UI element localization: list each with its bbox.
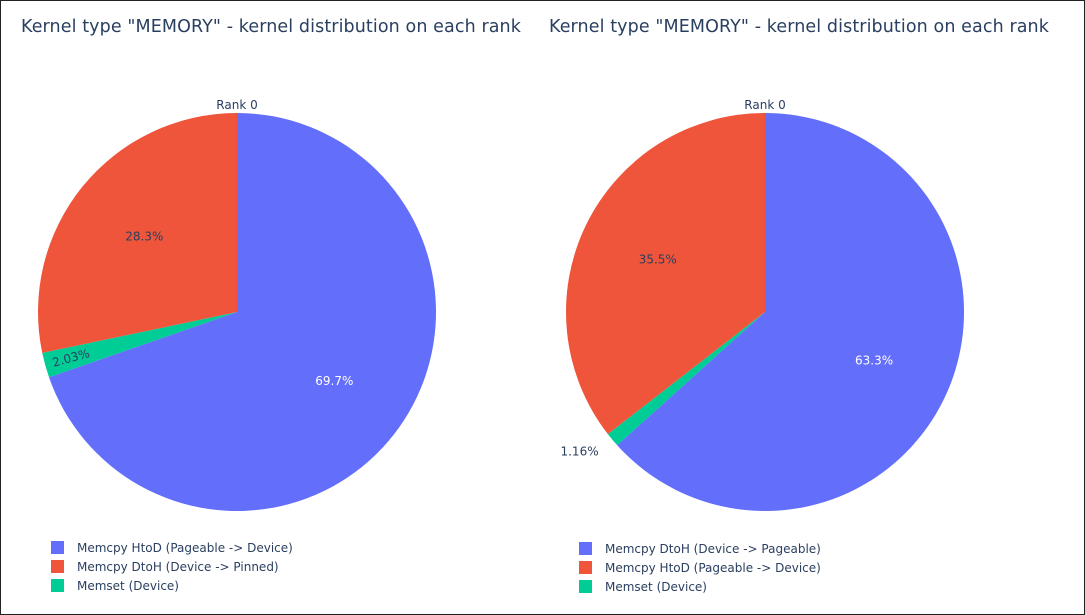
slice-percent-label: 69.7% bbox=[315, 374, 353, 388]
slice-percent-label: 28.3% bbox=[125, 230, 163, 244]
pie-slice[interactable] bbox=[49, 113, 437, 511]
legend-label: Memset (Device) bbox=[605, 579, 707, 594]
legend: Memcpy HtoD (Pageable -> Device) Memcpy … bbox=[51, 538, 293, 595]
legend-swatch bbox=[579, 580, 592, 593]
slice-percent-label: 35.5% bbox=[639, 253, 677, 267]
pie-slice[interactable] bbox=[42, 312, 237, 378]
pie-slice[interactable] bbox=[607, 312, 765, 446]
chart-title: Kernel type "MEMORY" - kernel distributi… bbox=[20, 17, 521, 37]
legend-label: Memcpy HtoD (Pageable -> Device) bbox=[77, 540, 293, 555]
legend-label: Memset (Device) bbox=[77, 578, 179, 593]
legend-swatch bbox=[51, 541, 64, 554]
chart-panel-left: Kernel type "MEMORY" - kernel distributi… bbox=[1, 1, 541, 614]
legend-item[interactable]: Memset (Device) bbox=[51, 576, 293, 595]
legend-item[interactable]: Memcpy HtoD (Pageable -> Device) bbox=[579, 558, 821, 577]
pie-chart-rank-0-left: 69.7%2.03%28.3%Rank 0 bbox=[38, 98, 437, 511]
chart-panel-right: Kernel type "MEMORY" - kernel distributi… bbox=[529, 1, 1069, 614]
chart-title: Kernel type "MEMORY" - kernel distributi… bbox=[548, 17, 1049, 37]
legend-swatch bbox=[51, 579, 64, 592]
legend-item[interactable]: Memcpy HtoD (Pageable -> Device) bbox=[51, 538, 293, 557]
pie-title-label: Rank 0 bbox=[216, 98, 257, 112]
legend-label: Memcpy DtoH (Device -> Pinned) bbox=[77, 559, 279, 574]
legend-swatch bbox=[579, 542, 592, 555]
slice-percent-label: 63.3% bbox=[855, 354, 893, 368]
legend-swatch bbox=[579, 561, 592, 574]
legend-item[interactable]: Memcpy DtoH (Device -> Pinned) bbox=[51, 557, 293, 576]
legend-swatch bbox=[51, 560, 64, 573]
pie-title-label: Rank 0 bbox=[744, 98, 785, 112]
legend-label: Memcpy HtoD (Pageable -> Device) bbox=[605, 560, 821, 575]
pie-slice[interactable] bbox=[38, 113, 237, 353]
legend-label: Memcpy DtoH (Device -> Pageable) bbox=[605, 541, 821, 556]
legend-item[interactable]: Memcpy DtoH (Device -> Pageable) bbox=[579, 539, 821, 558]
pie-chart-rank-0-right: 63.3% 1.16% 35.5% Rank 0 bbox=[560, 98, 964, 511]
legend-item[interactable]: Memset (Device) bbox=[579, 577, 821, 596]
pie-slice[interactable] bbox=[617, 113, 964, 511]
slice-percent-label: 1.16% bbox=[560, 444, 598, 458]
pie-slice[interactable] bbox=[566, 112, 765, 435]
legend: Memcpy DtoH (Device -> Pageable) Memcpy … bbox=[579, 539, 821, 596]
